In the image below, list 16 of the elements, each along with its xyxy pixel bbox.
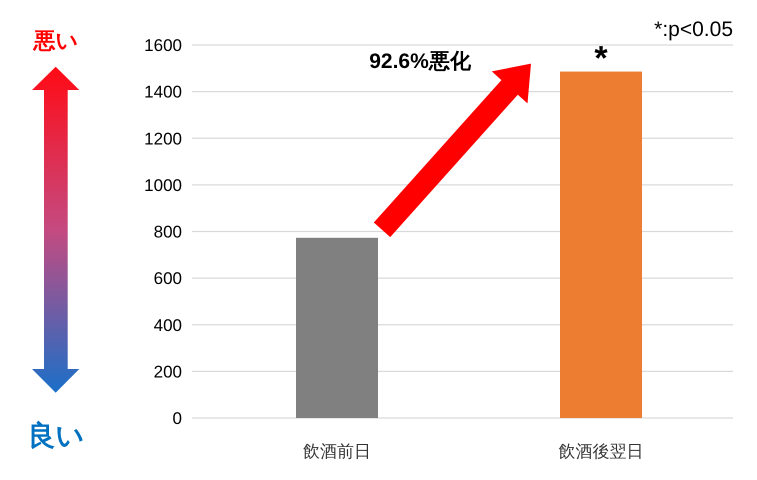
y-tick-label: 600 xyxy=(154,269,182,288)
y-tick-label: 800 xyxy=(154,222,182,242)
y-tick-label: 1000 xyxy=(144,176,182,195)
y-tick-label: 1400 xyxy=(144,82,182,102)
annotation: 92.6%悪化 xyxy=(369,50,472,73)
text: 良い xyxy=(28,420,84,451)
y-tick-label: 1200 xyxy=(144,129,182,148)
text: 悪い xyxy=(32,28,78,53)
annotation: * xyxy=(594,40,608,78)
x-tick-label: 飲酒前日 xyxy=(303,442,371,461)
y-tick-label: 0 xyxy=(172,409,182,428)
y-tick-label: 1600 xyxy=(144,36,182,55)
y-tick-label: 200 xyxy=(154,362,182,382)
y-tick-label: 400 xyxy=(154,316,182,335)
text: *:p<0.05 xyxy=(654,18,733,41)
x-tick-label: 飲酒後翌日 xyxy=(558,442,644,461)
